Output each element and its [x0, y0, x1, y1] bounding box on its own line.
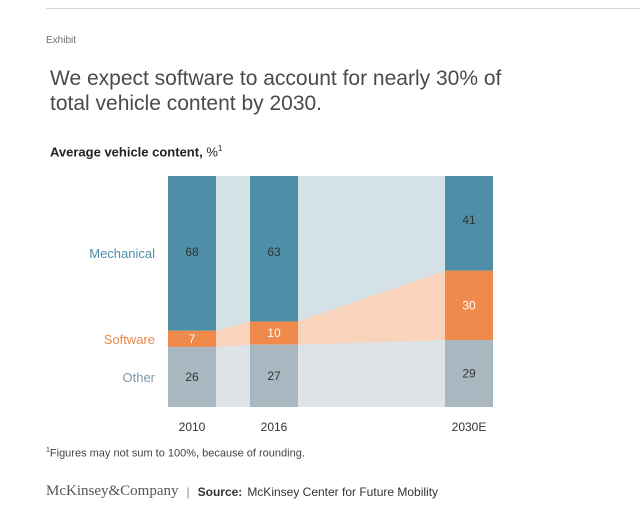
- chart-subtitle: Average vehicle content, %1: [50, 144, 222, 159]
- legend-mechanical: Mechanical: [89, 246, 155, 261]
- footnote: 1Figures may not sum to 100%, because of…: [46, 447, 305, 460]
- footnote-mark: 1: [46, 447, 50, 454]
- chart-headline: We expect software to account for nearly…: [50, 67, 502, 115]
- bar-mechanical-2010: [168, 176, 216, 331]
- value-other-2010: 26: [185, 370, 199, 384]
- bar-mechanical-2030E: [445, 176, 493, 271]
- source-text: McKinsey Center for Future Mobility: [247, 484, 439, 499]
- footer: McKinsey&Company | Source: McKinsey Cent…: [46, 483, 438, 500]
- value-mechanical-2016: 63: [267, 245, 281, 259]
- bar-other-2010: [168, 346, 216, 407]
- subtitle-note-mark: 1: [217, 144, 223, 153]
- legend-software: Software: [104, 332, 155, 347]
- x-tick-2030E: 2030E: [452, 420, 487, 434]
- legend-other: Other: [122, 370, 155, 385]
- x-tick-2016: 2016: [261, 420, 288, 434]
- subtitle-text: Average vehicle content,: [50, 144, 203, 160]
- footnote-text: Figures may not sum to 100%, because of …: [49, 447, 305, 460]
- footer-separator: |: [186, 484, 190, 499]
- x-tick-2010: 2010: [179, 420, 206, 434]
- value-mechanical-2010: 68: [185, 245, 199, 259]
- bar-software-2030E: [445, 270, 493, 341]
- bar-mechanical-2016: [250, 176, 298, 322]
- connector-software-1: [298, 270, 445, 345]
- connector-software-0: [216, 321, 250, 347]
- exhibit-label: Exhibit: [46, 35, 77, 46]
- value-other-2016: 27: [267, 369, 281, 383]
- value-other-2030E: 29: [462, 367, 476, 381]
- top-rule: [46, 8, 640, 9]
- mckinsey-logo: McKinsey&Company: [46, 483, 179, 499]
- subtitle-unit: %: [206, 144, 218, 160]
- connector-other-0: [216, 344, 250, 407]
- value-software-2016: 10: [267, 326, 281, 340]
- bar-other-2016: [250, 344, 298, 407]
- bar-software-2016: [250, 321, 298, 345]
- bar-other-2030E: [445, 340, 493, 407]
- value-mechanical-2030E: 41: [462, 213, 476, 227]
- bar-software-2010: [168, 330, 216, 347]
- source-label: Source:: [197, 484, 243, 499]
- value-software-2010: 7: [189, 332, 196, 346]
- value-software-2030E: 30: [462, 298, 476, 312]
- connector-other-1: [298, 340, 445, 407]
